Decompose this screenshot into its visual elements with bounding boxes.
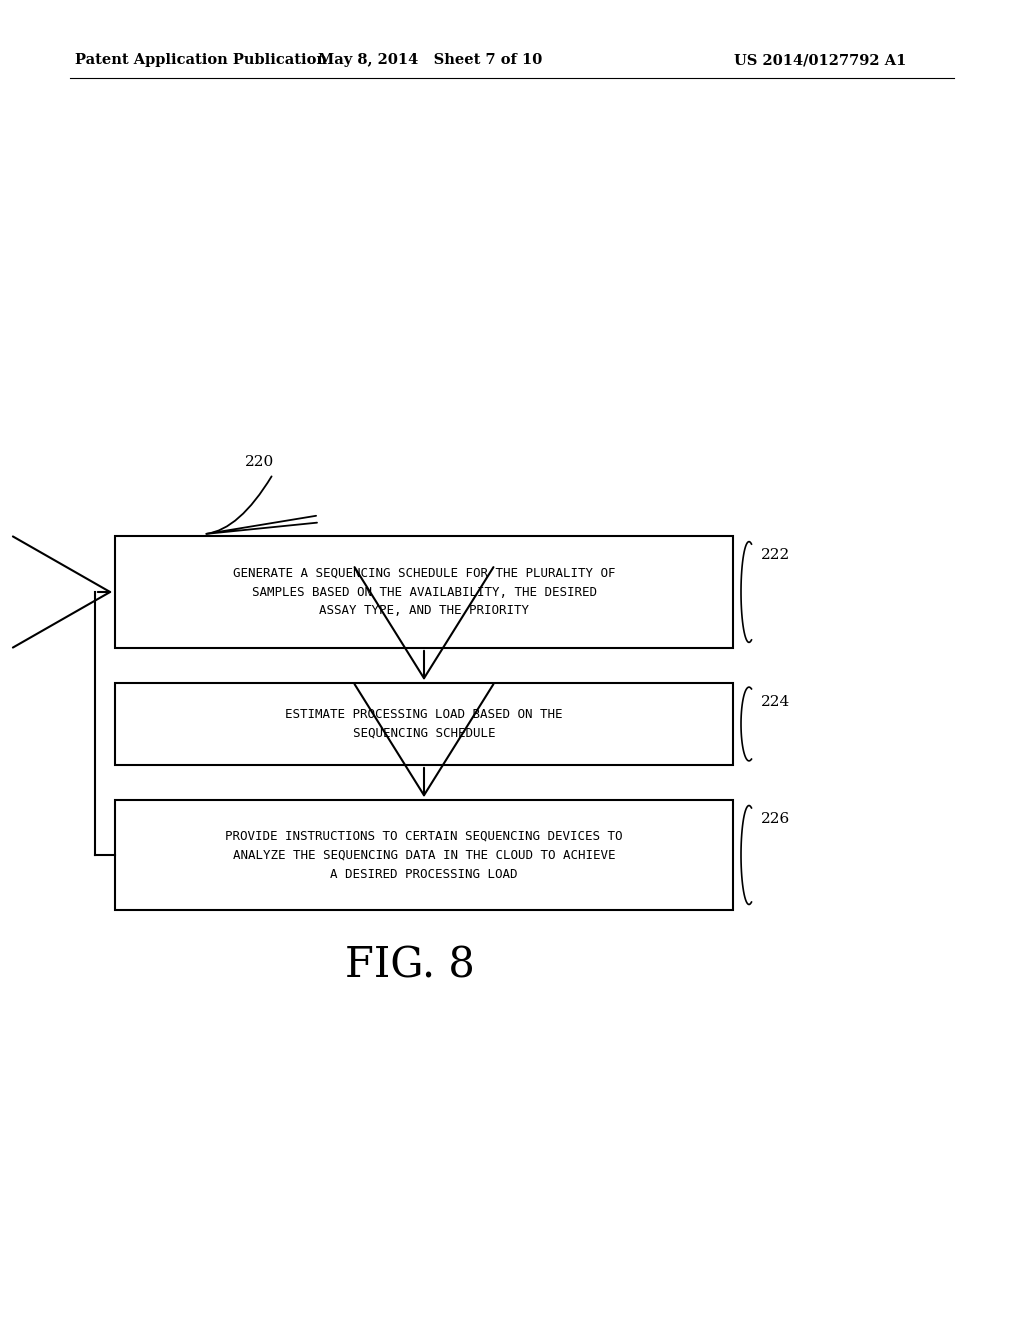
- Text: GENERATE A SEQUENCING SCHEDULE FOR THE PLURALITY OF
SAMPLES BASED ON THE AVAILAB: GENERATE A SEQUENCING SCHEDULE FOR THE P…: [232, 566, 615, 618]
- Text: PROVIDE INSTRUCTIONS TO CERTAIN SEQUENCING DEVICES TO
ANALYZE THE SEQUENCING DAT: PROVIDE INSTRUCTIONS TO CERTAIN SEQUENCI…: [225, 829, 623, 880]
- Text: ESTIMATE PROCESSING LOAD BASED ON THE
SEQUENCING SCHEDULE: ESTIMATE PROCESSING LOAD BASED ON THE SE…: [286, 708, 563, 741]
- Text: 220: 220: [245, 455, 274, 469]
- Text: US 2014/0127792 A1: US 2014/0127792 A1: [734, 53, 906, 67]
- Bar: [115, 682, 733, 766]
- Bar: [115, 800, 733, 909]
- Text: FIG. 8: FIG. 8: [345, 944, 475, 986]
- Text: May 8, 2014   Sheet 7 of 10: May 8, 2014 Sheet 7 of 10: [317, 53, 542, 67]
- Text: 226: 226: [761, 812, 791, 826]
- Text: Patent Application Publication: Patent Application Publication: [75, 53, 327, 67]
- Bar: [115, 536, 733, 648]
- Text: 222: 222: [761, 548, 791, 562]
- Text: 224: 224: [761, 696, 791, 709]
